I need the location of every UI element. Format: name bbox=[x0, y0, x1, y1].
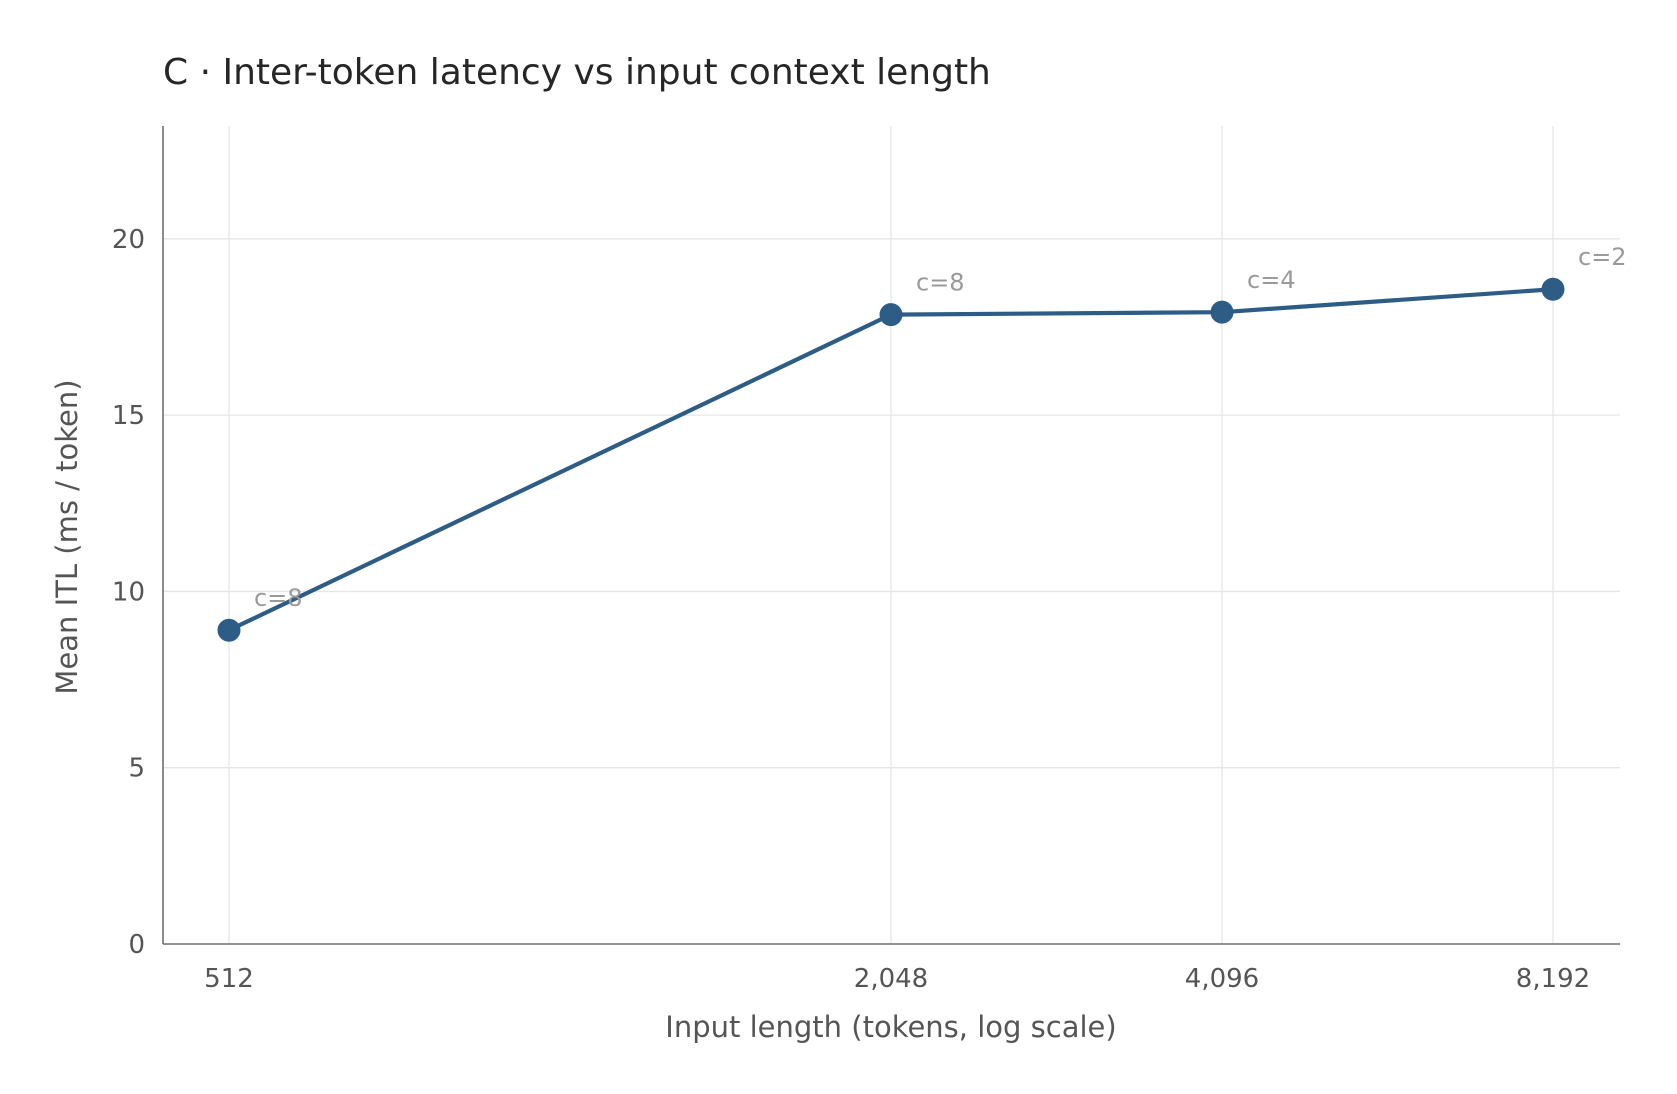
data-point bbox=[1541, 277, 1565, 301]
x-tick-label: 512 bbox=[204, 964, 254, 994]
point-label: c=4 bbox=[1247, 266, 1296, 294]
tick-labels: 512 2,048 4,096 8,192 0 5 10 15 20 bbox=[112, 225, 1590, 994]
series: c=8 c=8 c=4 c=2 bbox=[217, 243, 1627, 642]
x-axis-label: Input length (tokens, log scale) bbox=[665, 1010, 1116, 1044]
x-tick-label: 8,192 bbox=[1516, 964, 1590, 994]
grid bbox=[163, 126, 1620, 944]
point-label: c=8 bbox=[916, 269, 965, 297]
data-point bbox=[217, 618, 241, 642]
point-label: c=8 bbox=[254, 584, 303, 612]
y-tick-label: 20 bbox=[112, 225, 145, 255]
point-label: c=2 bbox=[1578, 243, 1627, 271]
y-tick-label: 0 bbox=[128, 930, 145, 960]
data-point bbox=[879, 303, 903, 327]
y-tick-label: 15 bbox=[112, 401, 145, 431]
x-tick-label: 4,096 bbox=[1185, 964, 1259, 994]
y-tick-label: 5 bbox=[128, 754, 145, 784]
data-point bbox=[1210, 300, 1234, 324]
axes bbox=[162, 126, 1620, 945]
series-line bbox=[226, 287, 1556, 633]
y-tick-label: 10 bbox=[112, 577, 145, 607]
y-axis-label: Mean ITL (ms / token) bbox=[50, 379, 84, 694]
chart-title: C · Inter-token latency vs input context… bbox=[163, 52, 991, 93]
x-tick-label: 2,048 bbox=[854, 964, 928, 994]
